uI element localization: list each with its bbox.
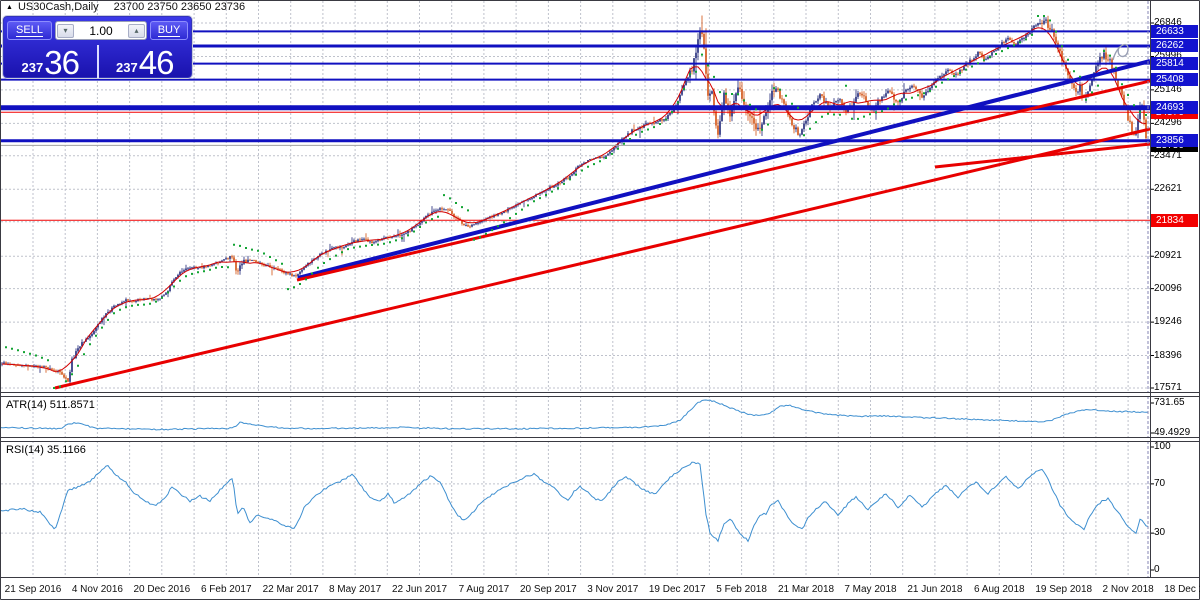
volume-increase-button[interactable]: ▴ xyxy=(128,23,145,38)
volume-decrease-button[interactable]: ▾ xyxy=(57,23,74,38)
chevron-up-icon: ▴ xyxy=(134,26,139,35)
sell-price-box[interactable]: 237 36 xyxy=(4,43,97,80)
buy-price-box[interactable]: 237 46 xyxy=(99,43,192,80)
buy-price-digits: 46 xyxy=(138,44,175,81)
sell-price-prefix: 237 xyxy=(21,60,44,75)
sell-button-label: SELL xyxy=(16,24,43,37)
symbol-period-label: US30Cash,Daily xyxy=(17,1,99,13)
ohlc-values: 23700 23750 23650 23736 xyxy=(113,1,246,13)
buy-button[interactable]: BUY xyxy=(150,21,188,40)
buy-button-label: BUY xyxy=(157,24,181,37)
one-click-trading-panel: SELL ▾ ▴ BUY 237 36 237 46 xyxy=(3,16,192,80)
volume-stepper: ▾ ▴ xyxy=(55,21,147,40)
buy-price-prefix: 237 xyxy=(116,60,138,75)
sell-button[interactable]: SELL xyxy=(7,21,52,40)
rsi-indicator-label: RSI(14) 35.1166 xyxy=(6,444,86,456)
chevron-down-icon: ▾ xyxy=(63,26,68,35)
chart-title-bar: ▲ US30Cash,Daily 23700 23750 23650 23736 xyxy=(6,1,245,13)
atr-indicator-label: ATR(14) 511.8571 xyxy=(6,399,95,411)
volume-input[interactable] xyxy=(74,22,128,39)
sell-price-digits: 36 xyxy=(44,44,80,81)
collapse-triangle-icon[interactable]: ▲ xyxy=(6,3,13,11)
price-divider xyxy=(96,45,99,78)
